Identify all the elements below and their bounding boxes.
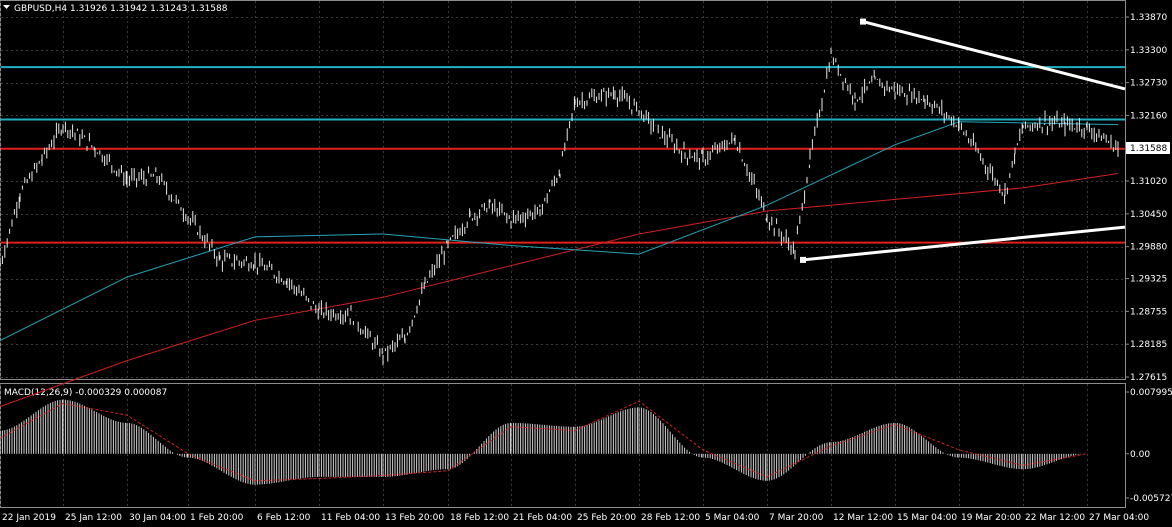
price-axis-label: 1.29325 bbox=[1130, 275, 1167, 285]
macd-axis: 0.007995 0.00 -0.005727 bbox=[1125, 388, 1172, 504]
time-axis-label: 22 Jan 2019 bbox=[2, 513, 56, 523]
macd-panel-frame bbox=[0, 383, 1126, 508]
time-axis-label: 25 Feb 20:00 bbox=[577, 513, 636, 523]
macd-axis-label: 0.007995 bbox=[1130, 388, 1172, 398]
time-axis-label: 22 Mar 12:00 bbox=[1025, 513, 1085, 523]
price-axis-label: 1.32730 bbox=[1130, 79, 1167, 89]
time-axis-label: 6 Feb 12:00 bbox=[257, 513, 311, 523]
fast-ma-line bbox=[0, 121, 1119, 341]
price-axis-label: 1.31020 bbox=[1130, 177, 1167, 187]
time-axis-label: 7 Mar 20:00 bbox=[769, 513, 824, 523]
time-axis-label: 19 Mar 20:00 bbox=[961, 513, 1021, 523]
chart-title: GBPUSD,H4 1.31926 1.31942 1.31243 1.3158… bbox=[14, 4, 228, 14]
macd-label: MACD(12,26,9) -0.000329 0.000087 bbox=[4, 388, 167, 398]
current-price-marker: 1.31588 bbox=[1126, 142, 1170, 154]
current-price-label: 1.31588 bbox=[1130, 144, 1167, 154]
macd-axis-label: -0.005727 bbox=[1130, 494, 1172, 504]
time-axis-label: 18 Feb 12:00 bbox=[450, 513, 509, 523]
price-axis-label: 1.30450 bbox=[1130, 210, 1167, 220]
horizontal-levels[interactable] bbox=[1, 66, 1125, 244]
trendline bbox=[802, 225, 1126, 262]
price-axis-label: 1.28185 bbox=[1130, 340, 1167, 350]
trendline bbox=[862, 20, 1126, 91]
price-axis-label: 1.29880 bbox=[1130, 243, 1167, 253]
time-axis-label: 21 Feb 04:00 bbox=[513, 513, 572, 523]
price-axis-label: 1.33870 bbox=[1130, 13, 1167, 23]
time-axis-label: 5 Mar 04:00 bbox=[705, 513, 760, 523]
time-axis-label: 13 Feb 20:00 bbox=[385, 513, 444, 523]
slow-moving-average bbox=[0, 173, 1119, 408]
time-axis-label: 30 Jan 04:00 bbox=[129, 513, 186, 523]
macd-signal-line bbox=[0, 400, 1088, 482]
price-axis-label: 1.27615 bbox=[1130, 373, 1167, 383]
macd-axis-label: 0.00 bbox=[1130, 450, 1150, 460]
time-axis: 22 Jan 2019 25 Jan 12:00 30 Jan 04:00 1 Feb… bbox=[2, 513, 1149, 523]
collapse-triangle-icon[interactable] bbox=[3, 5, 10, 9]
slow-ma-line bbox=[0, 173, 1119, 408]
chart-grid bbox=[0, 1, 1125, 507]
price-axis-label: 1.32160 bbox=[1130, 111, 1167, 121]
price-axis-label: 1.33300 bbox=[1130, 46, 1167, 56]
time-axis-label: 28 Feb 12:00 bbox=[641, 513, 700, 523]
price-axis-label: 1.28755 bbox=[1130, 307, 1167, 317]
price-series bbox=[0, 47, 1119, 366]
time-axis-label: 1 Feb 20:00 bbox=[190, 513, 244, 523]
price-panel-frame bbox=[0, 0, 1126, 380]
current-price-box bbox=[1126, 142, 1170, 154]
trendlines[interactable] bbox=[800, 18, 1126, 263]
time-axis-label: 25 Jan 12:00 bbox=[65, 513, 122, 523]
trendline-anchor bbox=[800, 256, 806, 263]
time-axis-label: 15 Mar 04:00 bbox=[897, 513, 957, 523]
price-axis: 1.33870 1.33300 1.32730 1.32160 1.31020 1.304… bbox=[1125, 13, 1167, 383]
time-axis-label: 12 Mar 12:00 bbox=[833, 513, 893, 523]
time-axis-label: 11 Feb 04:00 bbox=[321, 513, 380, 523]
trendline-anchor bbox=[860, 18, 866, 25]
macd-series bbox=[0, 399, 1088, 485]
fast-moving-average bbox=[0, 121, 1119, 341]
time-axis-label: 27 Mar 04:00 bbox=[1089, 513, 1149, 523]
